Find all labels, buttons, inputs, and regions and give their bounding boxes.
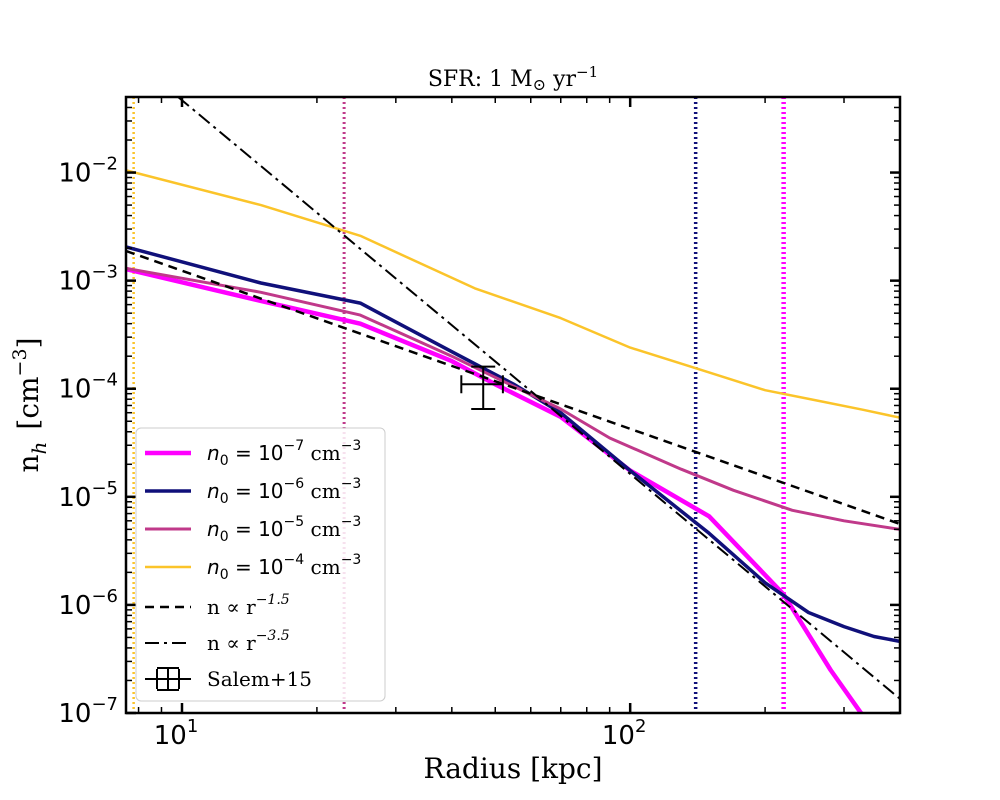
series-line-3 [126, 169, 900, 419]
legend-label-5: n ∝ r−3.5 [207, 628, 290, 655]
y-tick-label-3: 10−4 [58, 370, 118, 405]
x-tick-label-1: 102 [602, 716, 647, 751]
tick-labels: 101 102 10−7 10−6 10−5 10−4 10−3 10−2 [58, 154, 646, 751]
salem-data-point [460, 365, 504, 410]
x-axis-title: Radius [kpc] [423, 752, 602, 785]
series-line-5 [177, 97, 900, 700]
y-tick-label-1: 10−6 [58, 586, 118, 621]
series-line-4 [126, 249, 900, 526]
series-line-2 [126, 266, 900, 531]
series-lines [126, 97, 900, 713]
x-tick-label-0: 101 [154, 716, 199, 751]
axis-ticks [126, 96, 901, 715]
y-tick-label-5: 10−2 [58, 154, 118, 189]
legend-label-salem: Salem+15 [207, 667, 312, 691]
legend-label-3: n0 = 10−4 cm−3 [207, 552, 361, 583]
y-tick-label-4: 10−3 [58, 262, 118, 297]
legend-label-0: n0 = 10−7 cm−3 [207, 438, 361, 469]
chart-title: SFR: 1 M⊙ yr−1 [428, 63, 598, 94]
legend-label-2: n0 = 10−5 cm−3 [207, 514, 361, 545]
y-axis-title: nh[cm−3] [9, 337, 51, 472]
legend-label-1: n0 = 10−6 cm−3 [207, 476, 361, 507]
legend-label-4: n ∝ r−1.5 [207, 592, 290, 619]
legend: n0 = 10−7 cm−3 n0 = 10−6 cm−3 n0 = 10−5 cm… [135, 427, 386, 702]
legend-box [135, 427, 386, 702]
y-tick-label-0: 10−7 [58, 694, 118, 729]
series-line-1 [126, 245, 900, 644]
y-tick-label-2: 10−5 [58, 478, 118, 513]
